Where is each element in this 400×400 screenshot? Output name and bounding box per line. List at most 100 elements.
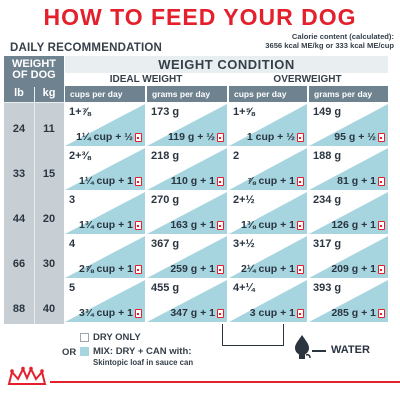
mix-amount-text: ⅞ cup + 1 xyxy=(246,175,295,187)
can-icon xyxy=(135,264,142,274)
mix-amount-text: 285 g + 1 xyxy=(331,307,376,319)
weight-divider xyxy=(34,87,35,324)
mix-amount: 1¼ cup + ½ xyxy=(76,131,142,143)
dry-amount: 4+¼ xyxy=(233,282,255,294)
mix-amount-text: 95 g + ½ xyxy=(334,131,376,143)
overweight-header: OVERWEIGHT xyxy=(273,74,342,85)
mix-triangle xyxy=(229,192,307,234)
dry-amount: 1+⅝ xyxy=(233,106,255,118)
daily-recommendation-label: DAILY RECOMMENDATION xyxy=(10,42,163,54)
dry-amount: 188 g xyxy=(313,150,342,162)
mix-amount: 1⅜ cup + 1 xyxy=(241,219,304,231)
mix-triangle xyxy=(309,280,388,322)
ideal-cups-cell: 3 1¾ cup + 1 xyxy=(65,192,145,234)
can-icon xyxy=(297,176,304,186)
ideal-cups-cell: 1+⅞ 1¼ cup + ½ xyxy=(65,104,145,146)
dry-only-swatch xyxy=(80,333,89,342)
dry-amount: 317 g xyxy=(313,238,342,250)
mix-triangle xyxy=(65,148,145,190)
can-icon xyxy=(378,308,385,318)
dry-only-label: DRY ONLY xyxy=(93,332,141,343)
mix-amount-text: 209 g + 1 xyxy=(331,263,376,275)
mix-triangle xyxy=(229,280,307,322)
can-icon xyxy=(378,264,385,274)
weight-lb-value: 66 xyxy=(12,258,26,270)
mix-amount-text: 126 g + 1 xyxy=(331,219,376,231)
legend-or: OR xyxy=(62,347,77,358)
royal-canin-crown-icon xyxy=(7,366,47,385)
mix-triangle xyxy=(147,148,227,190)
can-icon xyxy=(297,308,304,318)
dry-amount: 393 g xyxy=(313,282,342,294)
mix-amount: ⅞ cup + 1 xyxy=(247,175,304,187)
mix-amount: 1 cup + ½ xyxy=(247,131,304,143)
can-icon xyxy=(297,220,304,230)
mix-amount: 1¼ cup + 1 xyxy=(79,175,142,187)
mix-amount-text: 2⅞ cup + 1 xyxy=(79,263,133,275)
mix-amount-text: 163 g + 1 xyxy=(170,219,215,231)
mix-amount: 1¾ cup + 1 xyxy=(79,219,142,231)
weight-kg-value: 15 xyxy=(42,168,56,180)
weight-of-dog-header: WEIGHT OF DOG xyxy=(4,56,64,81)
dry-amount: 367 g xyxy=(151,238,180,250)
over-cups-cell: 4+¼ 3 cup + 1 xyxy=(229,280,307,322)
footer-red-line xyxy=(50,381,400,383)
mix-amount-text: 1¾ cup + 1 xyxy=(79,219,133,231)
weight-lb-value: 88 xyxy=(12,303,26,315)
can-icon xyxy=(217,308,224,318)
dry-amount: 2 xyxy=(233,150,240,162)
dry-amount: 455 g xyxy=(151,282,180,294)
can-icon xyxy=(217,176,224,186)
unit-lb: lb xyxy=(14,87,24,99)
mix-amount: 3 cup + 1 xyxy=(250,307,304,319)
mix-amount-text: 1¼ cup + ½ xyxy=(76,131,133,143)
weight-condition-header: WEIGHT CONDITION xyxy=(65,56,388,73)
dry-amount: 1+⅞ xyxy=(69,106,91,118)
can-icon xyxy=(135,308,142,318)
water-label: WATER xyxy=(331,344,370,356)
can-icon xyxy=(297,264,304,274)
over-cups-cell: 2 ⅞ cup + 1 xyxy=(229,148,307,190)
over-grams-header: grams per day xyxy=(309,86,388,102)
ideal-grams-cell: 367 g 259 g + 1 xyxy=(147,236,227,278)
over-cups-header: cups per day xyxy=(229,86,307,102)
ideal-grams-cell: 218 g 110 g + 1 xyxy=(147,148,227,190)
mix-triangle xyxy=(229,104,307,146)
over-cups-cell: 2+½ 1⅜ cup + 1 xyxy=(229,192,307,234)
mix-amount: 163 g + 1 xyxy=(170,219,224,231)
mix-triangle xyxy=(147,236,227,278)
mix-triangle xyxy=(65,104,145,146)
weight-header-divider xyxy=(4,102,64,103)
ideal-grams-cell: 455 g 347 g + 1 xyxy=(147,280,227,322)
mix-triangle xyxy=(65,280,145,322)
water-dispenser-icon xyxy=(295,335,311,359)
mix-label: MIX: DRY + CAN with: xyxy=(93,346,192,357)
unit-kg: kg xyxy=(42,87,56,99)
dry-amount: 270 g xyxy=(151,194,180,206)
mix-swatch xyxy=(80,347,89,356)
mix-amount-text: 110 g + 1 xyxy=(170,175,215,187)
mix-amount: 2⅞ cup + 1 xyxy=(79,263,142,275)
mix-triangle xyxy=(147,192,227,234)
water-connector xyxy=(312,350,326,352)
mix-amount: 347 g + 1 xyxy=(170,307,224,319)
can-icon xyxy=(135,176,142,186)
mix-triangle xyxy=(147,280,227,322)
mix-amount-text: 1 cup + ½ xyxy=(246,131,295,143)
mix-amount-text: 259 g + 1 xyxy=(170,263,215,275)
mix-amount-text: 3 cup + 1 xyxy=(249,307,295,319)
dry-amount: 2+⅜ xyxy=(69,150,91,162)
mix-triangle xyxy=(229,236,307,278)
ideal-cups-cell: 5 3¾ cup + 1 xyxy=(65,280,145,322)
ideal-grams-header: grams per day xyxy=(147,86,227,102)
weight-kg-value: 40 xyxy=(42,303,56,315)
mix-amount: 285 g + 1 xyxy=(331,307,385,319)
mix-triangle xyxy=(309,192,388,234)
dry-amount: 3+½ xyxy=(233,238,255,250)
weight-kg-value: 30 xyxy=(42,258,56,270)
over-grams-cell: 149 g 95 g + ½ xyxy=(309,104,388,146)
mix-amount-text: 81 g + 1 xyxy=(337,175,376,187)
mix-amount: 126 g + 1 xyxy=(331,219,385,231)
dry-amount: 3 xyxy=(69,194,76,206)
mix-amount: 2¼ cup + 1 xyxy=(241,263,304,275)
